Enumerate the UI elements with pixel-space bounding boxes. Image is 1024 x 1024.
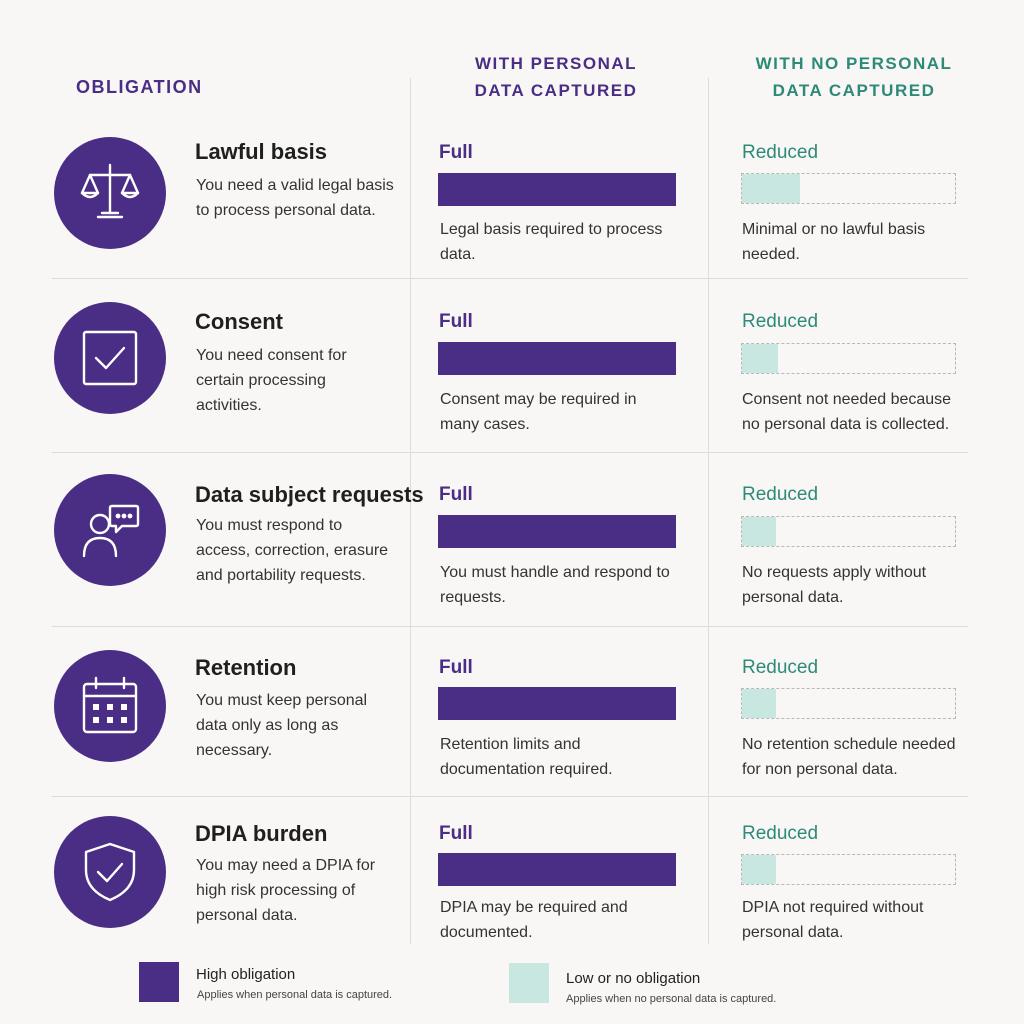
with-description: Retention limits and documentation requi… [440, 736, 613, 778]
obligation-bar-reduced [741, 688, 956, 719]
column-header-with-line2: DATA CAPTURED [474, 81, 638, 100]
column-divider [708, 78, 709, 944]
level-label-without: Reduced [742, 142, 819, 163]
obligation-bar-full [438, 853, 676, 886]
level-label-without: Reduced [742, 311, 819, 332]
person-speech-icon [54, 474, 166, 586]
obligation-bar-full [438, 342, 676, 375]
obligation-description: You need consent for certain processing … [196, 347, 347, 414]
with-description: Consent may be required in many cases. [440, 391, 637, 433]
calendar-icon [54, 650, 166, 762]
legend-swatch-low [509, 963, 549, 1003]
legend-title-low: Low or no obligation [566, 970, 701, 987]
obligation-description: You may need a DPIA for high risk proces… [196, 857, 376, 924]
level-label-without: Reduced [742, 657, 819, 678]
obligation-bar-reduced [741, 173, 956, 204]
obligation-bar-fill [742, 855, 777, 884]
obligation-description: You must keep personal data only as long… [196, 692, 368, 759]
level-label-with: Full [439, 142, 473, 163]
obligation-bar-fill [742, 344, 779, 373]
obligation-bar-full [438, 687, 676, 720]
obligation-bar-fill [742, 689, 777, 718]
obligation-title: Lawful basis [195, 139, 328, 164]
column-header-with-personal-data: WITH PERSONAL DATA CAPTURED [436, 50, 676, 104]
obligation-bar-reduced [741, 516, 956, 547]
level-label-with: Full [439, 484, 473, 505]
row-divider [52, 796, 968, 797]
with-description: Legal basis required to process data. [440, 221, 663, 263]
without-description: Minimal or no lawful basis needed. [742, 221, 926, 263]
legend-subtitle-low: Applies when no personal data is capture… [566, 993, 777, 1005]
column-header-without-line1: WITH NO PERSONAL [755, 54, 953, 73]
obligation-description: You must respond to access, correction, … [196, 517, 389, 584]
level-label-with: Full [439, 823, 473, 844]
legend-swatch-high [139, 962, 179, 1002]
shield-check-icon [54, 816, 166, 928]
obligation-bar-fill [742, 517, 777, 546]
obligation-description: You need a valid legal basis to process … [196, 177, 394, 219]
obligation-bar-full [438, 173, 676, 206]
obligation-bar-fill [742, 174, 800, 203]
obligation-title: Data subject requests [195, 482, 424, 507]
level-label-without: Reduced [742, 823, 819, 844]
level-label-with: Full [439, 311, 473, 332]
with-description: You must handle and respond to requests. [440, 564, 670, 606]
legend-subtitle-high: Applies when personal data is captured. [197, 989, 393, 1001]
row-divider [52, 278, 968, 279]
legend-title-high: High obligation [196, 966, 296, 983]
row-divider [52, 452, 968, 453]
column-header-with-line1: WITH PERSONAL [474, 54, 638, 73]
column-header-without-personal-data: WITH NO PERSONAL DATA CAPTURED [734, 50, 974, 104]
obligation-title: Consent [195, 309, 283, 334]
column-header-obligation: OBLIGATION [76, 77, 203, 97]
row-divider [52, 626, 968, 627]
obligation-bar-full [438, 515, 676, 548]
without-description: No retention schedule needed for non per… [742, 736, 956, 778]
without-description: Consent not needed because no personal d… [742, 391, 952, 433]
without-description: No requests apply without personal data. [742, 564, 927, 606]
without-description: DPIA not required without personal data. [742, 899, 924, 941]
obligation-bar-reduced [741, 854, 956, 885]
obligation-title: Retention [195, 655, 297, 680]
obligation-title: DPIA burden [195, 821, 328, 846]
with-description: DPIA may be required and documented. [440, 899, 628, 941]
column-header-without-line2: DATA CAPTURED [772, 81, 936, 100]
level-label-with: Full [439, 657, 473, 678]
level-label-without: Reduced [742, 484, 819, 505]
scales-icon [54, 137, 166, 249]
column-divider [410, 78, 411, 944]
checkbox-icon [54, 302, 166, 414]
obligation-bar-reduced [741, 343, 956, 374]
